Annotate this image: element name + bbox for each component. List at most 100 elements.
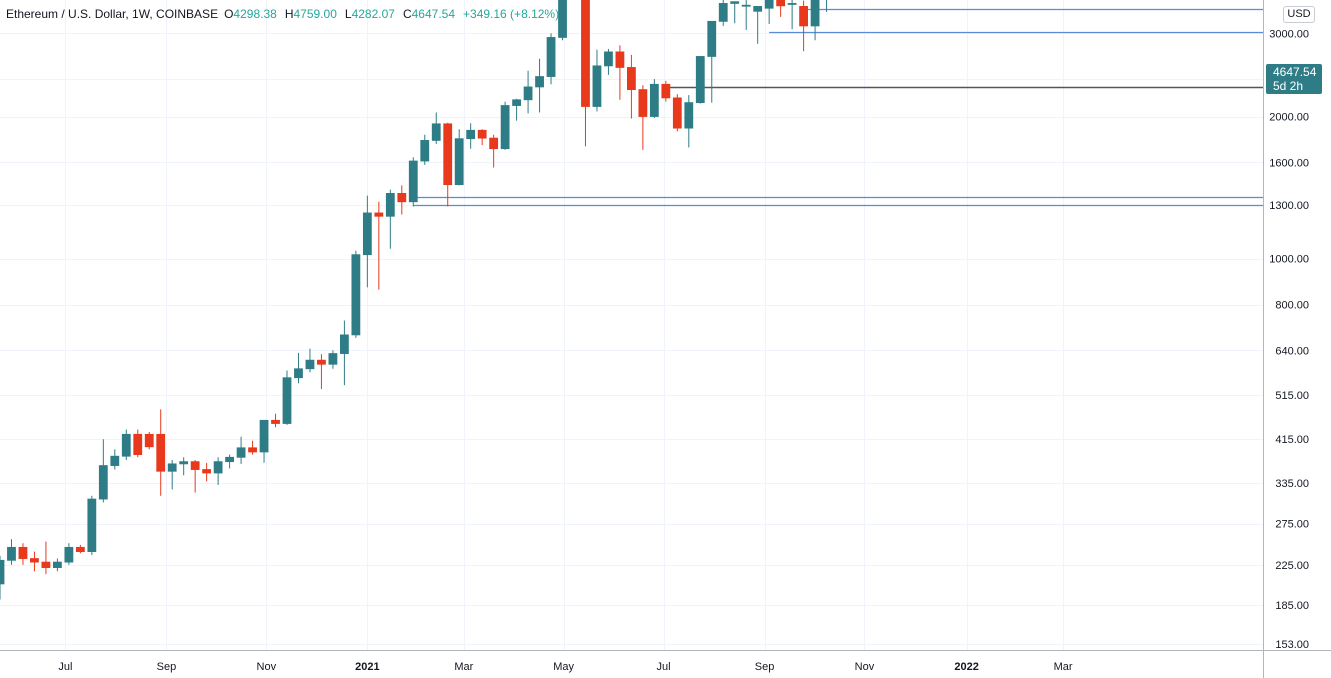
x-tick-label: Jul (58, 661, 72, 673)
candle-body (294, 368, 303, 379)
candle-body (167, 463, 177, 472)
symbol-legend: Ethereum / U.S. Dollar, 1W, COINBASE O42… (6, 7, 559, 21)
candle-body (638, 89, 648, 117)
candle-body (179, 461, 189, 465)
ohlc-high: H4759.00 (284, 7, 337, 21)
y-tick-label: 800.00 (1275, 300, 1309, 312)
x-tick-label: Sep (755, 661, 775, 673)
candle-body (41, 561, 51, 568)
candle-body (156, 433, 166, 472)
x-tick-label: Sep (157, 661, 177, 673)
candle-body (523, 86, 533, 101)
price-change: +349.16 (+8.12%) (463, 7, 560, 21)
candle-body (684, 102, 694, 129)
candle-body (53, 561, 62, 568)
candle-body (133, 433, 143, 456)
candle-body (776, 0, 786, 7)
candle-body (672, 97, 682, 129)
candle-body (730, 1, 740, 4)
candle-body (362, 212, 372, 256)
candle-body (615, 51, 625, 68)
ohlc-low: L4282.07 (344, 7, 395, 21)
candle-body (535, 76, 544, 88)
x-tick-label: Mar (1054, 661, 1073, 673)
candle-body (707, 20, 717, 57)
currency-button[interactable]: USD (1283, 6, 1315, 23)
candle-body (420, 140, 430, 162)
y-tick-label: 225.00 (1275, 560, 1309, 572)
candle-body (799, 6, 808, 27)
candle-body (236, 447, 246, 458)
candle-body (202, 469, 212, 474)
last-price-tag: 4647.54 5d 2h (1266, 64, 1322, 94)
candle-body (604, 51, 613, 67)
candle-body (121, 433, 131, 457)
y-tick-label: 515.00 (1275, 390, 1309, 402)
candle-body (500, 105, 510, 150)
last-price-value: 4647.54 (1273, 65, 1317, 79)
candle-body (30, 558, 39, 563)
candle-body (443, 123, 453, 186)
candle-body (592, 65, 602, 107)
x-tick-label: Jul (657, 661, 671, 673)
y-tick-label: 275.00 (1275, 519, 1309, 531)
candle-body (328, 353, 338, 365)
y-tick-label: 335.00 (1275, 478, 1309, 490)
candle-body (408, 160, 418, 203)
y-tick-label: 153.00 (1275, 639, 1309, 651)
candle-body (466, 129, 476, 140)
x-tick-label: May (553, 661, 574, 673)
symbol-title: Ethereum / U.S. Dollar, 1W, COINBASE (6, 7, 219, 21)
candle-body (282, 377, 292, 424)
candle-body (317, 359, 326, 365)
candle-body (581, 0, 590, 107)
candle-body (7, 546, 16, 561)
x-tick-label: Nov (257, 661, 277, 673)
candle-body (144, 433, 154, 448)
y-tick-label: 185.00 (1275, 600, 1309, 612)
candle-body (558, 0, 567, 38)
candle-body (787, 3, 797, 5)
candle-body (190, 461, 200, 470)
candle-body (305, 359, 315, 370)
ohlc-open: O4298.38 (224, 7, 277, 21)
candle-body (374, 212, 384, 217)
candle-body (546, 37, 556, 77)
candle-body (649, 83, 659, 117)
x-tick-label: Nov (855, 661, 875, 673)
y-tick-label: 3000.00 (1269, 28, 1309, 40)
y-tick-label: 640.00 (1275, 345, 1309, 357)
candle-body (810, 0, 820, 27)
candle-body (213, 461, 223, 474)
candle-body (454, 138, 464, 186)
candle-body (0, 559, 5, 585)
candle-body (753, 6, 763, 12)
x-tick-label: Mar (454, 661, 473, 673)
candle-body (225, 456, 235, 463)
candle-body (385, 192, 395, 217)
candle-body (695, 56, 705, 104)
candle-body (259, 419, 269, 453)
candle-body (489, 137, 499, 150)
candle-body (397, 192, 407, 203)
candle-body (764, 0, 774, 9)
candle-body (512, 99, 521, 106)
candle-body (477, 129, 487, 139)
candle-body (18, 546, 28, 559)
candle-body (98, 465, 108, 500)
candle-body (110, 455, 120, 466)
candle-body (431, 123, 441, 141)
x-tick-label: 2022 (954, 661, 978, 673)
candle-body (741, 4, 751, 7)
candle-body (627, 67, 636, 91)
y-tick-label: 415.00 (1275, 434, 1309, 446)
candle-body (271, 419, 280, 424)
x-tick-label: 2021 (355, 661, 379, 673)
y-tick-label: 1300.00 (1269, 200, 1309, 212)
candle-body (718, 3, 728, 22)
candle-body (248, 447, 257, 453)
y-tick-label: 1000.00 (1269, 254, 1309, 266)
candle-body (661, 83, 671, 99)
